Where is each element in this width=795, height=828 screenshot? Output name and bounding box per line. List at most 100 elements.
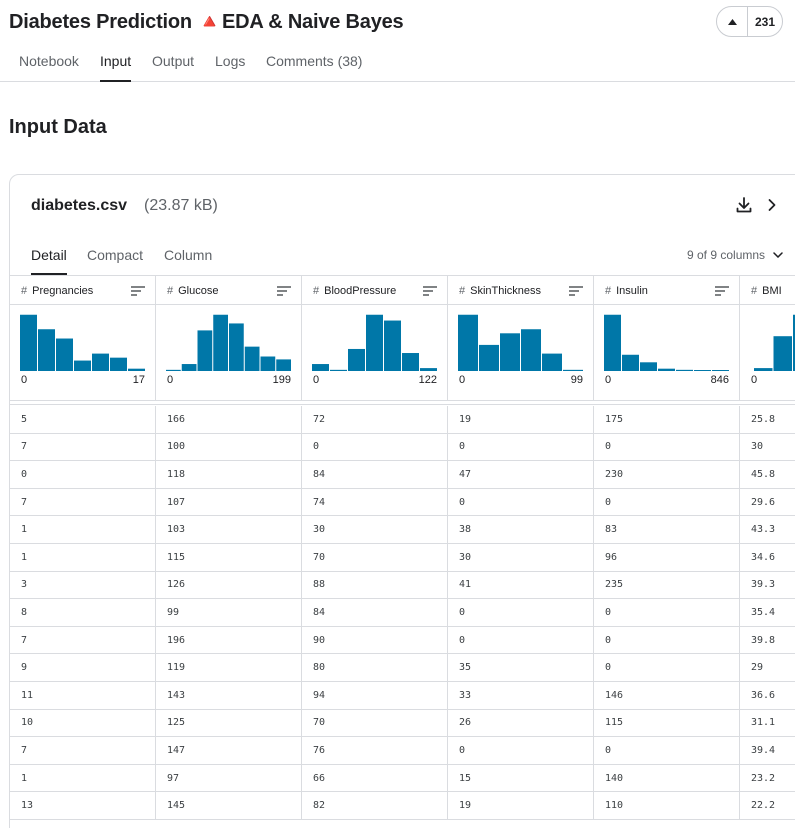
table-cell[interactable]: 196: [156, 626, 302, 654]
table-cell[interactable]: 74: [302, 488, 448, 516]
histogram-bar[interactable]: [658, 368, 675, 371]
histogram-bar[interactable]: [166, 369, 181, 371]
table-cell[interactable]: 1: [10, 764, 156, 792]
column-header[interactable]: # Pregnancies: [10, 276, 156, 305]
table-cell[interactable]: 96: [594, 544, 740, 571]
table-cell[interactable]: 15: [448, 764, 594, 792]
table-cell[interactable]: 45.8: [740, 461, 795, 488]
table-cell[interactable]: 70: [302, 544, 448, 571]
histogram-bar[interactable]: [458, 314, 478, 371]
sort-icon[interactable]: [423, 285, 437, 297]
table-cell[interactable]: 22.2: [740, 792, 795, 819]
column-header[interactable]: # Insulin: [594, 276, 740, 305]
table-cell[interactable]: 0: [594, 599, 740, 626]
tab-notebook[interactable]: Notebook: [19, 53, 79, 69]
table-cell[interactable]: 38: [448, 516, 594, 543]
histogram-bar[interactable]: [640, 362, 657, 371]
histogram-bar[interactable]: [128, 368, 145, 371]
tab-compact[interactable]: Compact: [87, 247, 144, 263]
table-cell[interactable]: 39.8: [740, 627, 795, 654]
histogram-bar[interactable]: [754, 368, 773, 371]
table-cell[interactable]: 0: [594, 488, 740, 516]
table-cell[interactable]: 80: [302, 654, 448, 681]
table-cell[interactable]: 115: [156, 544, 302, 571]
table-cell[interactable]: 175: [594, 406, 740, 433]
tab-output[interactable]: Output: [152, 53, 195, 69]
table-cell[interactable]: 66: [302, 764, 448, 792]
table-cell[interactable]: 166: [156, 406, 302, 433]
table-cell[interactable]: 7: [10, 488, 156, 516]
table-cell[interactable]: 84: [302, 461, 448, 488]
table-cell[interactable]: 125: [156, 709, 302, 737]
tab-input[interactable]: Input: [100, 53, 132, 82]
table-cell[interactable]: 90: [302, 626, 448, 654]
table-cell[interactable]: 0: [448, 433, 594, 461]
histogram-bar[interactable]: [74, 360, 91, 371]
table-cell[interactable]: 33: [448, 682, 594, 709]
table-cell[interactable]: 0: [10, 461, 156, 488]
sort-icon[interactable]: [131, 285, 145, 297]
histogram-bar[interactable]: [384, 320, 401, 371]
table-cell[interactable]: 84: [302, 599, 448, 626]
table-cell[interactable]: 7: [10, 626, 156, 654]
table-cell[interactable]: 0: [594, 654, 740, 681]
table-cell[interactable]: 97: [156, 764, 302, 792]
table-cell[interactable]: 36.6: [740, 682, 795, 709]
histogram-bar[interactable]: [20, 314, 37, 371]
column-header[interactable]: # SkinThickness: [448, 276, 594, 305]
table-cell[interactable]: 47: [448, 461, 594, 488]
histogram-bar[interactable]: [56, 338, 73, 371]
histogram-bar[interactable]: [676, 369, 693, 371]
sort-icon[interactable]: [715, 285, 729, 297]
histogram-bar[interactable]: [793, 314, 795, 371]
table-cell[interactable]: 43.3: [740, 516, 795, 543]
histogram-bar[interactable]: [229, 323, 244, 371]
histogram-chart[interactable]: [458, 313, 584, 371]
histogram-bar[interactable]: [622, 354, 639, 371]
table-cell[interactable]: 35: [448, 654, 594, 681]
histogram-chart[interactable]: [312, 313, 438, 371]
table-cell[interactable]: 7: [10, 433, 156, 461]
histogram-chart[interactable]: [750, 313, 795, 371]
sort-icon[interactable]: [569, 285, 583, 297]
histogram-bar[interactable]: [563, 369, 583, 371]
histogram-bar[interactable]: [420, 368, 437, 371]
table-cell[interactable]: 103: [156, 516, 302, 543]
table-cell[interactable]: 0: [448, 488, 594, 516]
histogram-bar[interactable]: [181, 364, 197, 371]
table-cell[interactable]: 25.8: [740, 406, 795, 433]
table-cell[interactable]: 9: [10, 654, 156, 681]
table-cell[interactable]: 0: [594, 433, 740, 461]
table-cell[interactable]: 1: [10, 516, 156, 543]
tab-detail[interactable]: Detail: [31, 247, 67, 275]
histogram-bar[interactable]: [38, 329, 55, 371]
histogram-bar[interactable]: [604, 314, 621, 371]
upvote-button[interactable]: [717, 7, 748, 36]
table-cell[interactable]: 29.6: [740, 489, 795, 516]
histogram-chart[interactable]: [604, 313, 730, 371]
histogram-bar[interactable]: [197, 330, 213, 371]
table-cell[interactable]: 3: [10, 571, 156, 599]
table-cell[interactable]: 39.4: [740, 737, 795, 764]
histogram-bar[interactable]: [773, 336, 793, 371]
histogram-bar[interactable]: [479, 344, 499, 371]
table-cell[interactable]: 8: [10, 599, 156, 626]
histogram-bar[interactable]: [330, 369, 347, 371]
table-cell[interactable]: 126: [156, 571, 302, 599]
column-header[interactable]: # BMI: [740, 276, 795, 305]
column-selector[interactable]: 9 of 9 columns: [687, 248, 783, 262]
table-cell[interactable]: 0: [594, 737, 740, 764]
table-cell[interactable]: 76: [302, 737, 448, 764]
table-cell[interactable]: 110: [594, 792, 740, 819]
table-cell[interactable]: 88: [302, 571, 448, 599]
table-cell[interactable]: 19: [448, 792, 594, 819]
table-cell[interactable]: 99: [156, 599, 302, 626]
table-cell[interactable]: 30: [302, 516, 448, 543]
file-name[interactable]: diabetes.csv: [31, 197, 128, 214]
table-cell[interactable]: 26: [448, 709, 594, 737]
table-cell[interactable]: 5: [10, 406, 156, 433]
table-cell[interactable]: 1: [10, 544, 156, 571]
table-cell[interactable]: 100: [156, 433, 302, 461]
table-cell[interactable]: 107: [156, 488, 302, 516]
table-cell[interactable]: 10: [10, 709, 156, 737]
